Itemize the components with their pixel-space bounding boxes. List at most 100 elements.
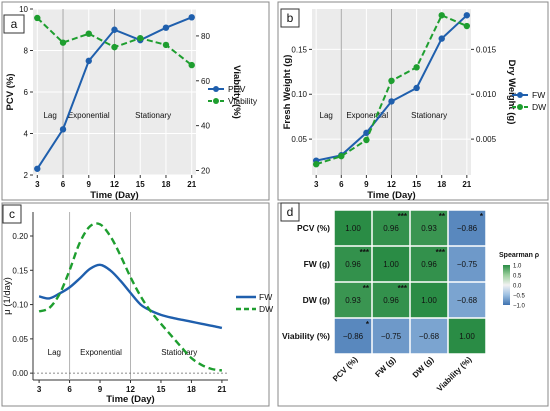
- heatmap-row-label: FW (g): [304, 259, 331, 269]
- legend-swatch-marker: [517, 104, 523, 110]
- significance-stars: **: [363, 284, 370, 293]
- x-tick-label: 18: [162, 180, 171, 189]
- significance-stars: *: [366, 320, 370, 329]
- panel-c-badge: [2, 204, 22, 224]
- significance-stars: **: [439, 212, 446, 221]
- heatmap-cell-value: 0.96: [383, 296, 399, 305]
- panel-d: d PCV (%) 1.00 0.96***0.93**−0.86*FW (g) 0.…: [277, 202, 549, 407]
- heatmap-cell: [372, 246, 410, 282]
- data-point-dw: [463, 22, 471, 30]
- y-tick-label-right: 0.010: [476, 90, 497, 99]
- data-point-dw: [312, 161, 320, 168]
- phase-label: Exponential: [346, 111, 388, 120]
- data-point-dw: [388, 77, 395, 84]
- phase-label: Exponential: [80, 348, 122, 357]
- y-axis-title: μ (1/day): [2, 277, 13, 315]
- heatmap-cell-value: −0.86: [343, 332, 364, 341]
- data-point-viability: [111, 43, 118, 51]
- data-point-pcv: [34, 165, 41, 172]
- heatmap-cell-value: 0.96: [421, 260, 437, 269]
- y-tick-label-right: 40: [201, 122, 210, 131]
- significance-stars: ***: [398, 212, 408, 221]
- legend-tick-label: 0.0: [513, 284, 522, 290]
- heatmap-cell-value: 0.93: [345, 296, 361, 305]
- data-point-pcv: [59, 126, 67, 133]
- heatmap-cell-value: −0.75: [381, 332, 402, 341]
- heatmap-cell: [334, 318, 372, 354]
- significance-stars: ***: [436, 248, 446, 257]
- x-tick-label: 6: [67, 385, 72, 394]
- heatmap-cell: [410, 282, 448, 318]
- data-point-viability: [85, 30, 92, 37]
- legend-tick-label: 0.5: [513, 274, 522, 280]
- y-tick-label-right: 60: [201, 77, 210, 86]
- x-tick-label: 18: [187, 385, 196, 394]
- heatmap-cell-value: 0.96: [345, 260, 361, 269]
- y-tick-label: 0.00: [12, 369, 28, 378]
- legend-entry: FW: [259, 292, 272, 302]
- data-point-pcv: [188, 14, 195, 21]
- data-point-viability: [137, 34, 144, 42]
- heatmap-cell: [410, 246, 448, 282]
- y-tick-label: 0.15: [12, 266, 28, 275]
- x-tick-label: 15: [412, 180, 421, 189]
- panel-b-badge: [280, 8, 300, 28]
- y-axis-title-left: Fresh Weight (g): [282, 55, 293, 130]
- heatmap-row-label: PCV (%): [297, 223, 330, 233]
- x-tick-label: 12: [110, 180, 119, 189]
- legend-tick-label: 1.0: [513, 264, 522, 270]
- y-tick-label-left: 4: [24, 130, 29, 139]
- data-point-viability: [188, 61, 195, 69]
- significance-stars: ***: [360, 248, 370, 257]
- heatmap-cell-value: 1.00: [345, 224, 361, 233]
- heatmap-cell: [334, 282, 372, 318]
- data-point-fw: [363, 129, 370, 137]
- y-tick-label-right: 0.015: [476, 45, 497, 54]
- data-point-dw: [363, 136, 370, 144]
- y-tick-label-left: 6: [24, 88, 29, 97]
- heatmap-cell: [372, 318, 410, 354]
- heatmap-cell: [448, 318, 486, 354]
- x-tick-label: 21: [187, 180, 196, 189]
- heatmap-row-label: DW (g): [303, 295, 331, 305]
- heatmap-cell: [334, 210, 372, 246]
- series-curve-fw: [38, 263, 223, 330]
- legend-swatch-marker: [517, 92, 523, 98]
- y-tick-label: 0.10: [12, 301, 28, 310]
- data-point-fw: [413, 84, 420, 92]
- x-tick-label: 9: [87, 180, 92, 189]
- data-point-viability: [162, 41, 170, 49]
- y-tick-label-left: 0.05: [291, 135, 307, 144]
- data-point-pcv: [85, 57, 92, 65]
- y-axis-title-right: Dry Weight (g): [506, 60, 517, 125]
- phase-label: Lag: [48, 348, 61, 357]
- legend-tick-label: −0.5: [513, 294, 526, 300]
- y-tick-label-left: 2: [24, 171, 29, 180]
- panel-b-label: b: [287, 11, 294, 25]
- heatmap-cell: [372, 210, 410, 246]
- heatmap-cell-value: −0.68: [457, 296, 478, 305]
- heatmap-cell: [448, 282, 486, 318]
- panel-d-badge: [280, 202, 300, 222]
- heatmap-cell: [410, 210, 448, 246]
- x-axis-title: Time (Day): [90, 190, 138, 201]
- y-tick-label-right: 80: [201, 32, 210, 41]
- heatmap-cell-value: 0.96: [383, 224, 399, 233]
- legend-entry: FW: [532, 90, 545, 100]
- color-legend-bar: [503, 265, 510, 305]
- heatmap-cell-value: 1.00: [421, 296, 437, 305]
- y-tick-label-right: 0.005: [476, 135, 497, 144]
- heatmap-cell-value: 0.93: [421, 224, 437, 233]
- x-tick-label: 12: [126, 385, 135, 394]
- panel-c-frame: [1, 202, 270, 407]
- y-tick-label-left: 0.15: [291, 45, 307, 54]
- heatmap-cell: [372, 282, 410, 318]
- data-point-dw: [338, 152, 345, 160]
- phase-label: Lag: [43, 111, 56, 120]
- x-tick-label: 6: [339, 180, 344, 189]
- legend-entry: DW: [532, 102, 546, 112]
- legend-entry: DW: [259, 304, 273, 314]
- x-tick-label: 15: [136, 180, 145, 189]
- legend-swatch-marker: [213, 98, 219, 104]
